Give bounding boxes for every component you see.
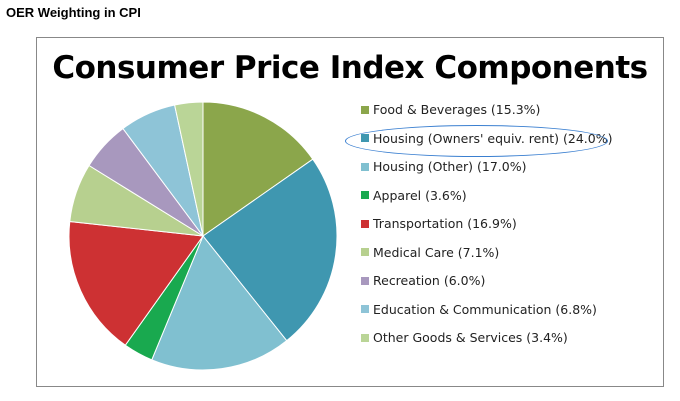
legend-item: Medical Care (7.1%) (361, 245, 499, 260)
pie-slice-0 (202, 101, 314, 237)
chart-frame: Consumer Price Index Components Food & B… (36, 37, 664, 387)
legend-swatch (361, 276, 369, 285)
legend-item: Food & Beverages (15.3%) (361, 102, 540, 117)
legend-item: Education & Communication (6.8%) (361, 302, 597, 317)
legend-label: Transportation (16.9%) (373, 216, 517, 231)
legend-swatch (361, 248, 369, 256)
legend-item: Recreation (6.0%) (361, 273, 485, 288)
legend-item: Transportation (16.9%) (361, 216, 517, 231)
legend-swatch (361, 305, 369, 313)
legend-swatch (361, 191, 369, 199)
legend-label: Education & Communication (6.8%) (373, 301, 597, 317)
legend-label: Food & Beverages (15.3%) (373, 102, 541, 117)
legend-label: Apparel (3.6%) (373, 187, 467, 203)
pie-slice-4 (68, 220, 204, 346)
legend-swatch (361, 219, 369, 228)
highlight-ellipse (345, 125, 608, 157)
legend-label: Other Goods & Services (3.4%) (373, 330, 568, 345)
legend-item: Other Goods & Services (3.4%) (361, 330, 568, 345)
pie-slice-8 (174, 101, 204, 237)
legend-swatch (361, 162, 369, 171)
pie-slice-2 (151, 235, 288, 371)
pie-slice-1 (202, 158, 338, 342)
legend-label: Housing (Other) (17.0%) (373, 159, 527, 174)
legend-label: Recreation (6.0%) (373, 273, 486, 288)
legend-swatch (361, 333, 369, 342)
pie-chart (68, 101, 338, 371)
legend-item: Apparel (3.6%) (361, 188, 467, 203)
legend-label: Medical Care (7.1%) (373, 244, 500, 260)
legend-item: Housing (Other) (17.0%) (361, 159, 526, 174)
page-heading: OER Weighting in CPI (6, 5, 141, 20)
legend-swatch (361, 105, 369, 114)
chart-title: Consumer Price Index Components (52, 50, 648, 86)
